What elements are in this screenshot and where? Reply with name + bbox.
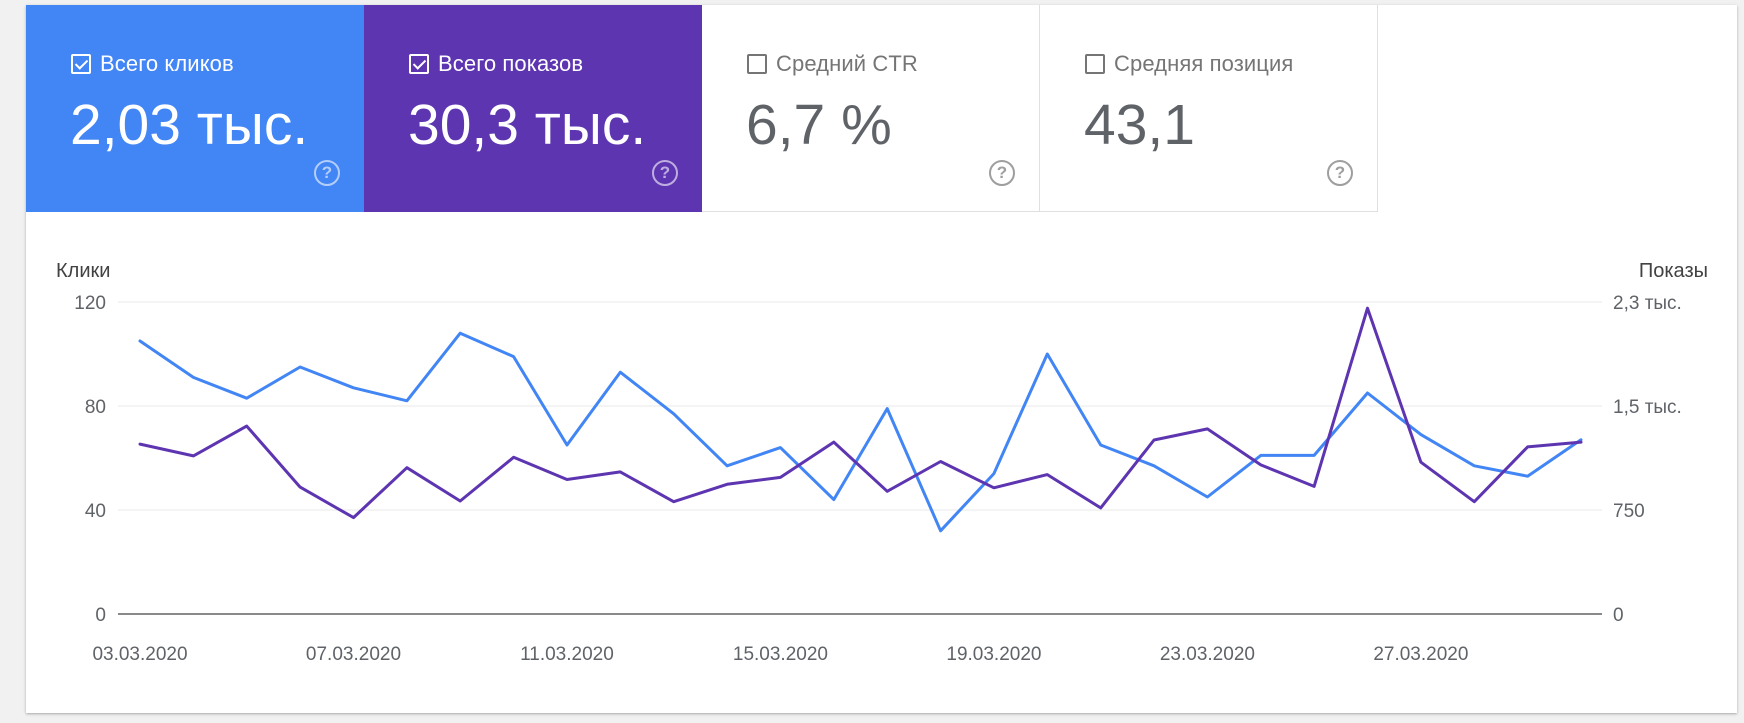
help-circle-icon[interactable]: ? xyxy=(652,160,678,186)
series-lines xyxy=(138,306,1583,533)
left-axis-title: Клики xyxy=(56,260,110,282)
left-tick-label: 80 xyxy=(85,397,106,418)
metric-value: 2,03 тыс. xyxy=(70,93,309,157)
metric-header: Всего показов xyxy=(409,51,583,77)
right-tick-label: 0 xyxy=(1613,605,1624,626)
metric-header: Всего кликов xyxy=(71,51,234,77)
impressions-line xyxy=(138,306,1583,520)
checkbox-unchecked-icon[interactable] xyxy=(1085,54,1105,74)
x-tick-label: 27.03.2020 xyxy=(1373,644,1468,665)
left-tick-label: 40 xyxy=(85,501,106,522)
metric-value: 6,7 % xyxy=(746,93,892,157)
x-axis-ticks: 03.03.2020 07.03.2020 11.03.2020 15.03.2020… xyxy=(92,644,1468,665)
performance-card: Всего кликов 2,03 тыс. ? Всего показов 3… xyxy=(26,5,1737,713)
metric-average-position[interactable]: Средняя позиция 43,1 ? xyxy=(1040,5,1378,212)
checkbox-unchecked-icon[interactable] xyxy=(747,54,767,74)
grid-lines xyxy=(118,301,1602,615)
help-circle-icon[interactable]: ? xyxy=(1327,160,1353,186)
metric-value: 43,1 xyxy=(1084,93,1195,157)
metric-total-impressions[interactable]: Всего показов 30,3 тыс. ? xyxy=(364,5,702,212)
clicks-line xyxy=(138,331,1583,533)
left-axis-ticks: 0 40 80 120 xyxy=(74,293,106,626)
x-tick-label: 07.03.2020 xyxy=(306,644,401,665)
x-tick-label: 15.03.2020 xyxy=(733,644,828,665)
right-tick-label: 2,3 тыс. xyxy=(1613,293,1682,314)
metric-value: 30,3 тыс. xyxy=(408,93,647,157)
help-circle-icon[interactable]: ? xyxy=(989,160,1015,186)
metric-total-clicks[interactable]: Всего кликов 2,03 тыс. ? xyxy=(26,5,364,212)
metric-header: Средний CTR xyxy=(747,51,918,77)
right-tick-label: 750 xyxy=(1613,501,1645,522)
left-tick-label: 120 xyxy=(74,293,106,314)
performance-chart: Клики Показы 0 40 80 120 0 750 1,5 тыс. 2,3 ты… xyxy=(56,260,1708,665)
help-circle-icon[interactable]: ? xyxy=(314,160,340,186)
right-axis-title: Показы xyxy=(1639,260,1708,282)
x-tick-label: 19.03.2020 xyxy=(946,644,1041,665)
right-axis-ticks: 0 750 1,5 тыс. 2,3 тыс. xyxy=(1613,293,1682,626)
checkbox-checked-icon[interactable] xyxy=(409,54,429,74)
x-tick-label: 11.03.2020 xyxy=(520,644,614,665)
x-tick-label: 03.03.2020 xyxy=(92,644,187,665)
metric-tabs: Всего кликов 2,03 тыс. ? Всего показов 3… xyxy=(26,5,1378,212)
checkbox-checked-icon[interactable] xyxy=(71,54,91,74)
metric-label: Всего показов xyxy=(438,51,584,76)
metric-label: Средний CTR xyxy=(776,51,918,76)
right-tick-label: 1,5 тыс. xyxy=(1613,397,1682,418)
metric-header: Средняя позиция xyxy=(1085,51,1293,77)
left-tick-label: 0 xyxy=(95,605,106,626)
metric-label: Средняя позиция xyxy=(1114,51,1294,76)
metric-label: Всего кликов xyxy=(100,51,234,76)
x-tick-label: 23.03.2020 xyxy=(1160,644,1255,665)
metric-average-ctr[interactable]: Средний CTR 6,7 % ? xyxy=(702,5,1040,212)
